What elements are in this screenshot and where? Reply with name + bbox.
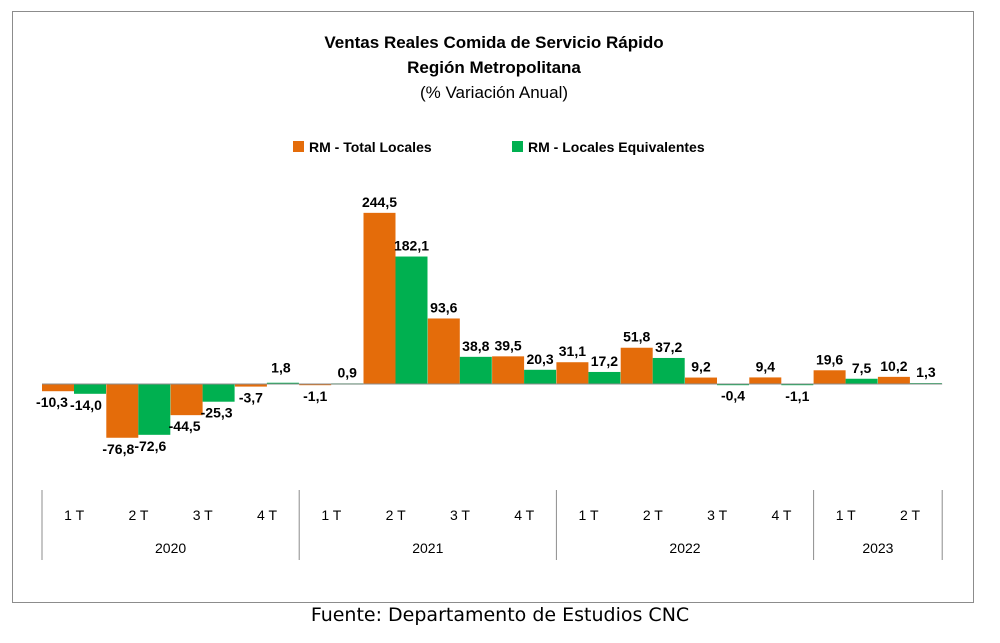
bar-equivalentes-8 — [588, 371, 621, 384]
bars-layer — [42, 212, 942, 438]
data-label-total-13: 10,2 — [880, 358, 907, 374]
bar-total-0 — [42, 384, 74, 392]
data-label-total-5: 244,5 — [362, 194, 397, 210]
data-label-equivalentes-9: 37,2 — [655, 339, 682, 355]
data-label-total-7: 39,5 — [494, 337, 521, 353]
tick-label-6: 3 T — [450, 507, 470, 523]
data-label-equivalentes-0: -14,0 — [70, 397, 102, 413]
bar-total-5 — [363, 212, 396, 384]
chart-frame — [12, 11, 974, 603]
bar-equivalentes-12 — [845, 378, 878, 384]
data-label-equivalentes-5: 182,1 — [394, 238, 429, 254]
data-label-total-1: -76,8 — [102, 441, 134, 457]
tick-label-1: 2 T — [128, 507, 148, 523]
bar-total-6 — [427, 318, 460, 384]
tick-label-2: 3 T — [193, 507, 213, 523]
data-label-total-2: -44,5 — [169, 418, 201, 434]
tick-label-7: 4 T — [514, 507, 534, 523]
bar-equivalentes-1 — [138, 384, 171, 435]
data-label-total-6: 93,6 — [430, 299, 457, 315]
bar-total-1 — [106, 384, 139, 438]
data-label-equivalentes-4: 0,9 — [337, 364, 357, 380]
bar-total-2 — [170, 384, 203, 416]
data-labels-layer: -10,3 -76,8 -44,5 -3,7 -1,1 244,5 93,6 39,5 31,1… — [36, 194, 936, 457]
bar-equivalentes-6 — [459, 356, 492, 384]
data-label-equivalentes-3: 1,8 — [271, 360, 291, 376]
data-label-equivalentes-13: 1,3 — [916, 364, 936, 380]
tick-label-9: 2 T — [643, 507, 663, 523]
bar-equivalentes-5 — [395, 256, 428, 384]
data-label-equivalentes-7: 20,3 — [526, 351, 553, 367]
legend-swatch-equivalentes — [512, 141, 523, 152]
chart-subtitle: (% Variación Anual) — [420, 83, 568, 102]
bar-total-9 — [620, 347, 653, 384]
data-label-equivalentes-1: -72,6 — [134, 438, 166, 454]
data-label-equivalentes-11: -1,1 — [785, 388, 809, 404]
category-axis: 1 T 2 T 3 T 4 T 1 T 2 T 3 T 4 T 1 T 2 T 3 T 4 T 1 T 2… — [41, 383, 943, 560]
tick-label-4: 1 T — [321, 507, 341, 523]
source-note: Fuente: Departamento de Estudios CNC — [310, 604, 690, 626]
bar-total-10 — [685, 377, 717, 384]
bar-total-4 — [299, 384, 332, 386]
bar-equivalentes-2 — [202, 384, 235, 402]
bar-total-8 — [556, 362, 589, 384]
bar-total-3 — [234, 384, 267, 387]
legend-label-total: RM - Total Locales — [309, 139, 432, 155]
year-label-0: 2020 — [155, 540, 186, 556]
data-label-equivalentes-8: 17,2 — [591, 353, 618, 369]
data-label-total-11: 9,4 — [756, 358, 776, 374]
tick-label-0: 1 T — [64, 507, 84, 523]
year-label-1: 2021 — [412, 540, 443, 556]
year-label-2: 2022 — [669, 540, 700, 556]
tick-label-11: 4 T — [771, 507, 791, 523]
bar-total-7 — [492, 356, 525, 384]
bar-total-13 — [877, 376, 910, 384]
data-label-equivalentes-6: 38,8 — [462, 338, 489, 354]
bar-equivalentes-9 — [652, 357, 685, 384]
tick-label-3: 4 T — [257, 507, 277, 523]
data-label-total-12: 19,6 — [816, 351, 843, 367]
bar-total-12 — [813, 370, 846, 384]
data-label-total-9: 51,8 — [623, 329, 650, 345]
bar-equivalentes-10 — [717, 384, 749, 386]
tick-label-12: 1 T — [836, 507, 856, 523]
year-label-3: 2023 — [862, 540, 893, 556]
data-label-total-4: -1,1 — [303, 388, 327, 404]
data-label-total-3: -3,7 — [239, 390, 263, 406]
chart-title: Ventas Reales Comida de Servicio Rápido — [324, 33, 663, 52]
data-label-total-10: 9,2 — [691, 359, 711, 375]
bar-equivalentes-0 — [74, 384, 106, 394]
tick-label-10: 3 T — [707, 507, 727, 523]
bar-total-11 — [749, 377, 782, 384]
tick-label-13: 2 T — [900, 507, 920, 523]
tick-label-8: 1 T — [579, 507, 599, 523]
bar-equivalentes-11 — [781, 384, 814, 386]
data-label-total-8: 31,1 — [559, 343, 586, 359]
legend-swatch-total — [293, 141, 304, 152]
bar-equivalentes-7 — [524, 369, 557, 384]
data-label-equivalentes-12: 7,5 — [852, 360, 872, 376]
legend-label-equivalentes: RM - Locales Equivalentes — [528, 139, 705, 155]
bar-equivalentes-3 — [266, 382, 299, 384]
tick-label-5: 2 T — [386, 507, 406, 523]
data-label-equivalentes-10: -0,4 — [721, 387, 745, 403]
data-label-equivalentes-2: -25,3 — [201, 405, 233, 421]
chart-title-line2: Región Metropolitana — [407, 58, 581, 77]
data-label-total-0: -10,3 — [36, 394, 68, 410]
legend: RM - Total Locales RM - Locales Equivale… — [293, 139, 705, 155]
